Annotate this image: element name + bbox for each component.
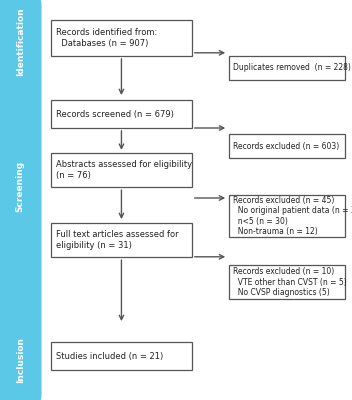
- FancyBboxPatch shape: [0, 283, 42, 400]
- Text: Records excluded (n = 45)
  No original patient data (n = 3)
  n<5 (n = 30)
  No: Records excluded (n = 45) No original pa…: [233, 196, 352, 236]
- FancyBboxPatch shape: [51, 153, 192, 187]
- Text: Screening: Screening: [16, 160, 25, 212]
- FancyBboxPatch shape: [0, 79, 42, 293]
- FancyBboxPatch shape: [51, 100, 192, 128]
- FancyBboxPatch shape: [51, 342, 192, 370]
- FancyBboxPatch shape: [229, 56, 345, 80]
- Text: Inclusion: Inclusion: [16, 337, 25, 383]
- Text: Records identified from:
  Databases (n = 907): Records identified from: Databases (n = …: [56, 28, 158, 48]
- Text: Identification: Identification: [16, 8, 25, 76]
- FancyBboxPatch shape: [51, 20, 192, 56]
- FancyBboxPatch shape: [229, 134, 345, 158]
- Text: Abstracts assessed for eligibility
(n = 76): Abstracts assessed for eligibility (n = …: [56, 160, 193, 180]
- Text: Full text articles assessed for
eligibility (n = 31): Full text articles assessed for eligibil…: [56, 230, 179, 250]
- Text: Records excluded (n = 10)
  VTE other than CVST (n = 5)
  No CVSP diagnostics (5: Records excluded (n = 10) VTE other than…: [233, 267, 347, 297]
- FancyBboxPatch shape: [0, 0, 42, 89]
- FancyBboxPatch shape: [51, 223, 192, 257]
- Text: Records excluded (n = 603): Records excluded (n = 603): [233, 142, 339, 150]
- Text: Duplicates removed  (n = 228): Duplicates removed (n = 228): [233, 64, 351, 72]
- FancyBboxPatch shape: [229, 195, 345, 237]
- Text: Studies included (n = 21): Studies included (n = 21): [56, 352, 164, 360]
- FancyBboxPatch shape: [229, 265, 345, 299]
- Text: Records screened (n = 679): Records screened (n = 679): [56, 110, 174, 118]
